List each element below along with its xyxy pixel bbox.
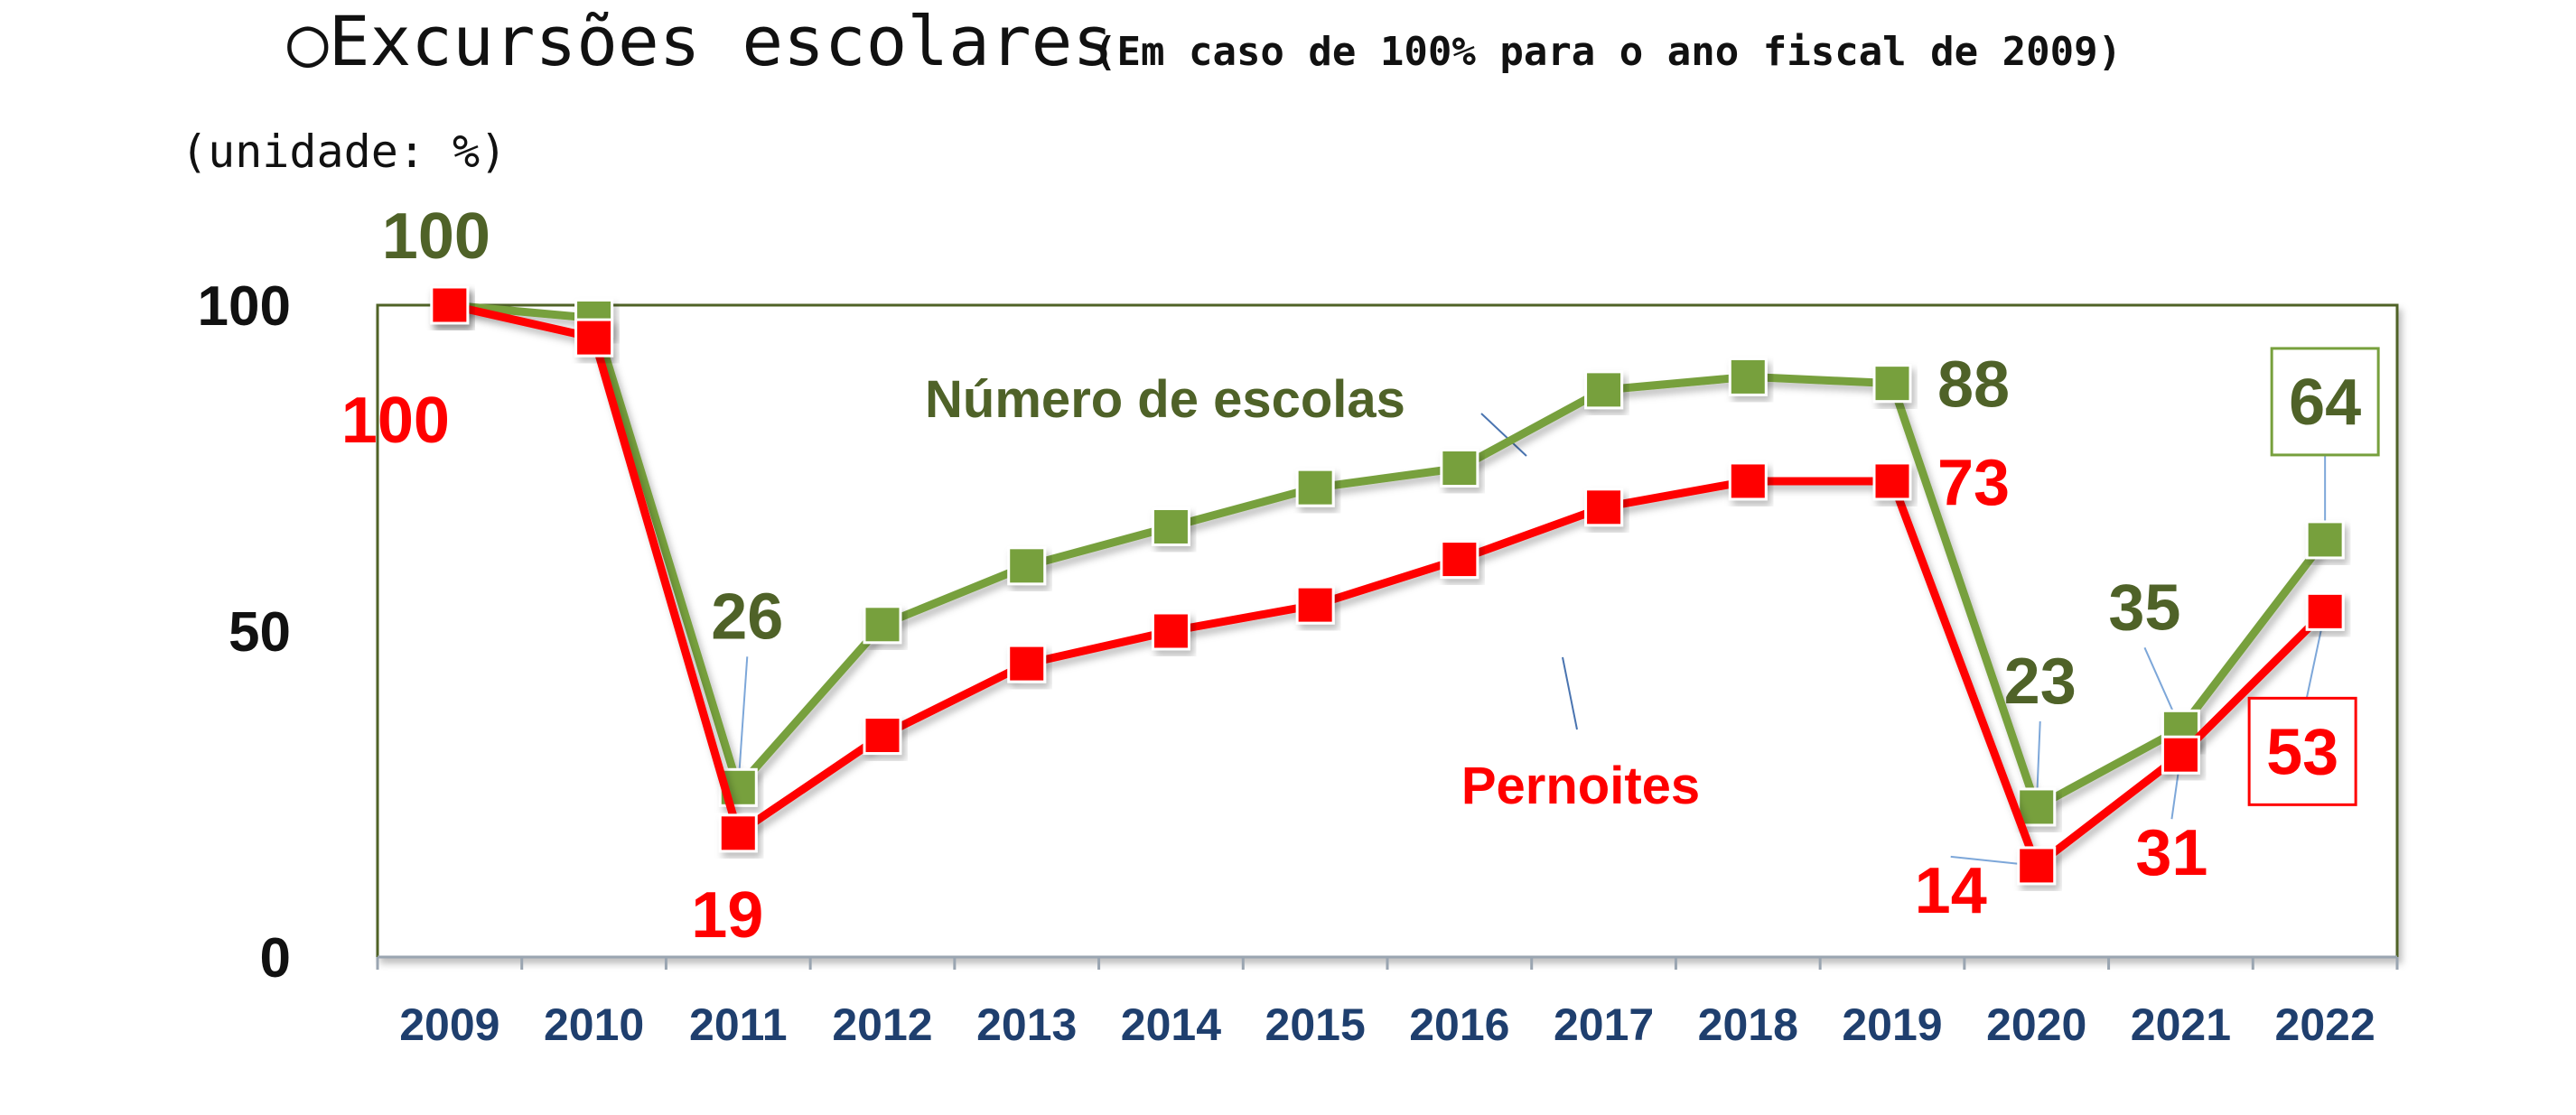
series-name-leader [1562,656,1578,730]
data-label: 23 [2004,646,2077,718]
x-tick-label: 2011 [689,999,787,1050]
data-point-marker [1007,644,1047,683]
series-line [449,301,2329,812]
data-point-marker [1151,611,1190,651]
data-point-marker [1440,449,1479,488]
data-point-marker [1007,546,1047,586]
data-label: 31 [2135,817,2207,889]
data-point-marker [1295,468,1335,507]
data-point-marker [2305,591,2345,631]
series-name-label: Pernoites [1461,757,1700,815]
data-point-marker [863,605,902,645]
y-tick-label: 0 [260,927,291,990]
data-point-marker [1872,461,1912,501]
x-tick-label: 2015 [1265,999,1366,1050]
x-tick-label: 2012 [832,999,932,1050]
x-tick-label: 2016 [1409,999,1509,1050]
data-point-marker [863,716,902,756]
series-layer [430,285,2345,886]
data-label: 53 [2266,716,2338,788]
data-label: 26 [711,581,783,653]
data-point-marker [2161,735,2200,775]
x-tick-label: 2013 [976,999,1077,1050]
data-point-marker [718,813,758,853]
data-point-marker [1584,488,1624,527]
data-point-marker [1872,364,1912,404]
y-tick-label: 100 [198,275,291,338]
data-point-marker [1728,357,1768,396]
data-point-marker [1151,506,1190,546]
data-point-marker [2017,846,2057,886]
data-point-marker [2017,787,2057,827]
chart-title: ○Excursões escolares [287,1,1114,81]
x-tick-label: 2010 [544,999,644,1050]
data-labels: Número de escolas Pernoites 100 26 88 23 35 64 1… [341,200,2380,952]
data-label: 35 [2108,571,2180,644]
chart-subtitle: (Em caso de 100% para o ano fiscal de 20… [1093,29,2122,75]
data-point-marker [430,285,470,325]
x-tick-label: 2022 [2275,999,2375,1050]
x-tick-label: 2019 [1842,999,1942,1050]
data-label: 73 [1937,447,2010,519]
data-point-marker [1584,370,1624,410]
data-label-leader [737,656,749,788]
data-point-marker [1295,585,1335,625]
series-line [448,301,2329,870]
x-tick-label: 2018 [1698,999,1798,1050]
y-tick-label: 50 [229,601,291,664]
x-tick-label: 2009 [399,999,499,1050]
series-name-label: Número de escolas [925,370,1405,429]
x-tick-label: 2014 [1121,999,1221,1050]
data-point-marker [574,318,614,358]
data-label-box [2270,347,2380,457]
unit-label: (unidade: %) [181,125,507,178]
data-point-marker [2305,520,2345,560]
data-point-marker [1728,461,1768,501]
x-tick-label: 2020 [1986,999,2086,1050]
x-tick-label: 2021 [2131,999,2231,1050]
data-label: 100 [382,200,490,273]
data-label: 19 [691,879,763,952]
data-label: 88 [1937,349,2010,422]
data-label: 64 [2289,367,2361,439]
x-tick-label: 2017 [1554,999,1654,1050]
series-name-leader [1480,413,1527,457]
data-point-marker [1440,540,1479,580]
data-label: 14 [1915,855,1987,927]
data-label: 100 [341,385,450,457]
data-label-box [2247,696,2357,806]
axes: 2009 2010 2011 2012 2013 2014 2015 2016 2017 2018… [198,275,2399,1050]
